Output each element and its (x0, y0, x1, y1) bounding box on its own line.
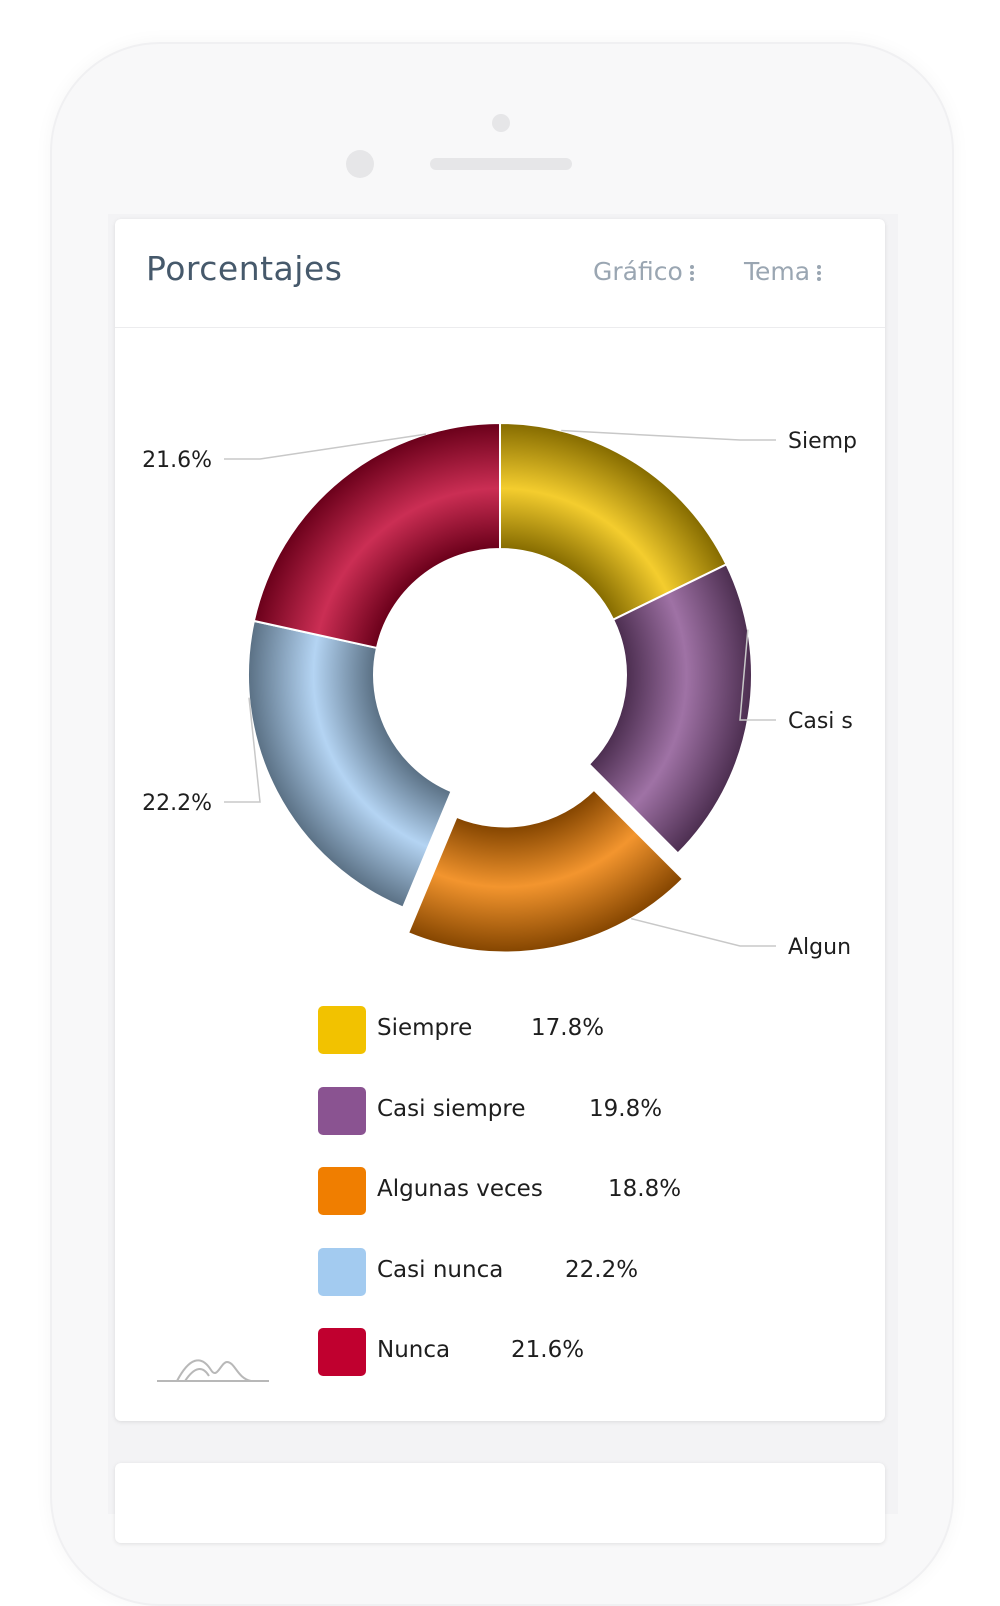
kebab-icon (817, 263, 822, 283)
next-card (115, 1463, 885, 1543)
legend-label: Casi siempre (377, 1095, 526, 1122)
legend-value: 22.2% (565, 1256, 639, 1283)
card-header: Porcentajes Gráfico Tema (115, 219, 885, 328)
chart-type-menu[interactable]: Gráfico (593, 257, 694, 286)
chart-card: Porcentajes Gráfico Tema (115, 219, 885, 1421)
legend-swatch (318, 1006, 366, 1054)
legend-value: 21.6% (511, 1337, 585, 1363)
legend-swatch (318, 1328, 366, 1376)
legend-swatch (318, 1086, 366, 1135)
legend-label: Nunca (377, 1337, 451, 1363)
chart-type-menu-label: Gráfico (593, 257, 683, 286)
kebab-icon (689, 263, 694, 283)
legend-value: 19.8% (589, 1095, 663, 1122)
legend-label: Siempre (377, 1015, 473, 1041)
sensor-dot (346, 150, 374, 178)
brand-logo-icon (157, 1359, 269, 1382)
legend-swatch (318, 1167, 366, 1215)
card-title: Porcentajes (146, 249, 343, 288)
legend-label: Algunas veces (377, 1176, 543, 1202)
legend-swatch (318, 1247, 366, 1296)
camera-dot (492, 114, 510, 132)
legend-label: Casi nunca (377, 1256, 504, 1283)
theme-menu-label: Tema (744, 257, 811, 286)
speaker-grille (430, 158, 572, 170)
legend-value: 18.8% (608, 1176, 682, 1202)
theme-menu[interactable]: Tema (744, 257, 822, 286)
legend-value: 17.8% (531, 1015, 605, 1041)
